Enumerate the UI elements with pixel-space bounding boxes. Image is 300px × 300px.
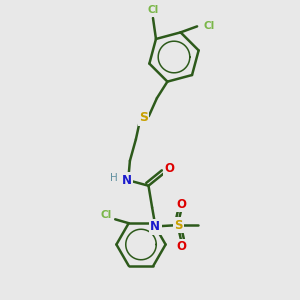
Text: S: S (139, 111, 148, 124)
Text: O: O (176, 240, 186, 253)
Text: O: O (164, 162, 175, 176)
Text: S: S (174, 219, 183, 232)
Text: O: O (176, 197, 186, 211)
Text: N: N (150, 220, 160, 233)
Text: N: N (122, 174, 132, 187)
Text: Cl: Cl (203, 21, 215, 32)
Text: H: H (110, 173, 118, 183)
Text: Cl: Cl (147, 5, 159, 16)
Text: Cl: Cl (100, 210, 112, 220)
